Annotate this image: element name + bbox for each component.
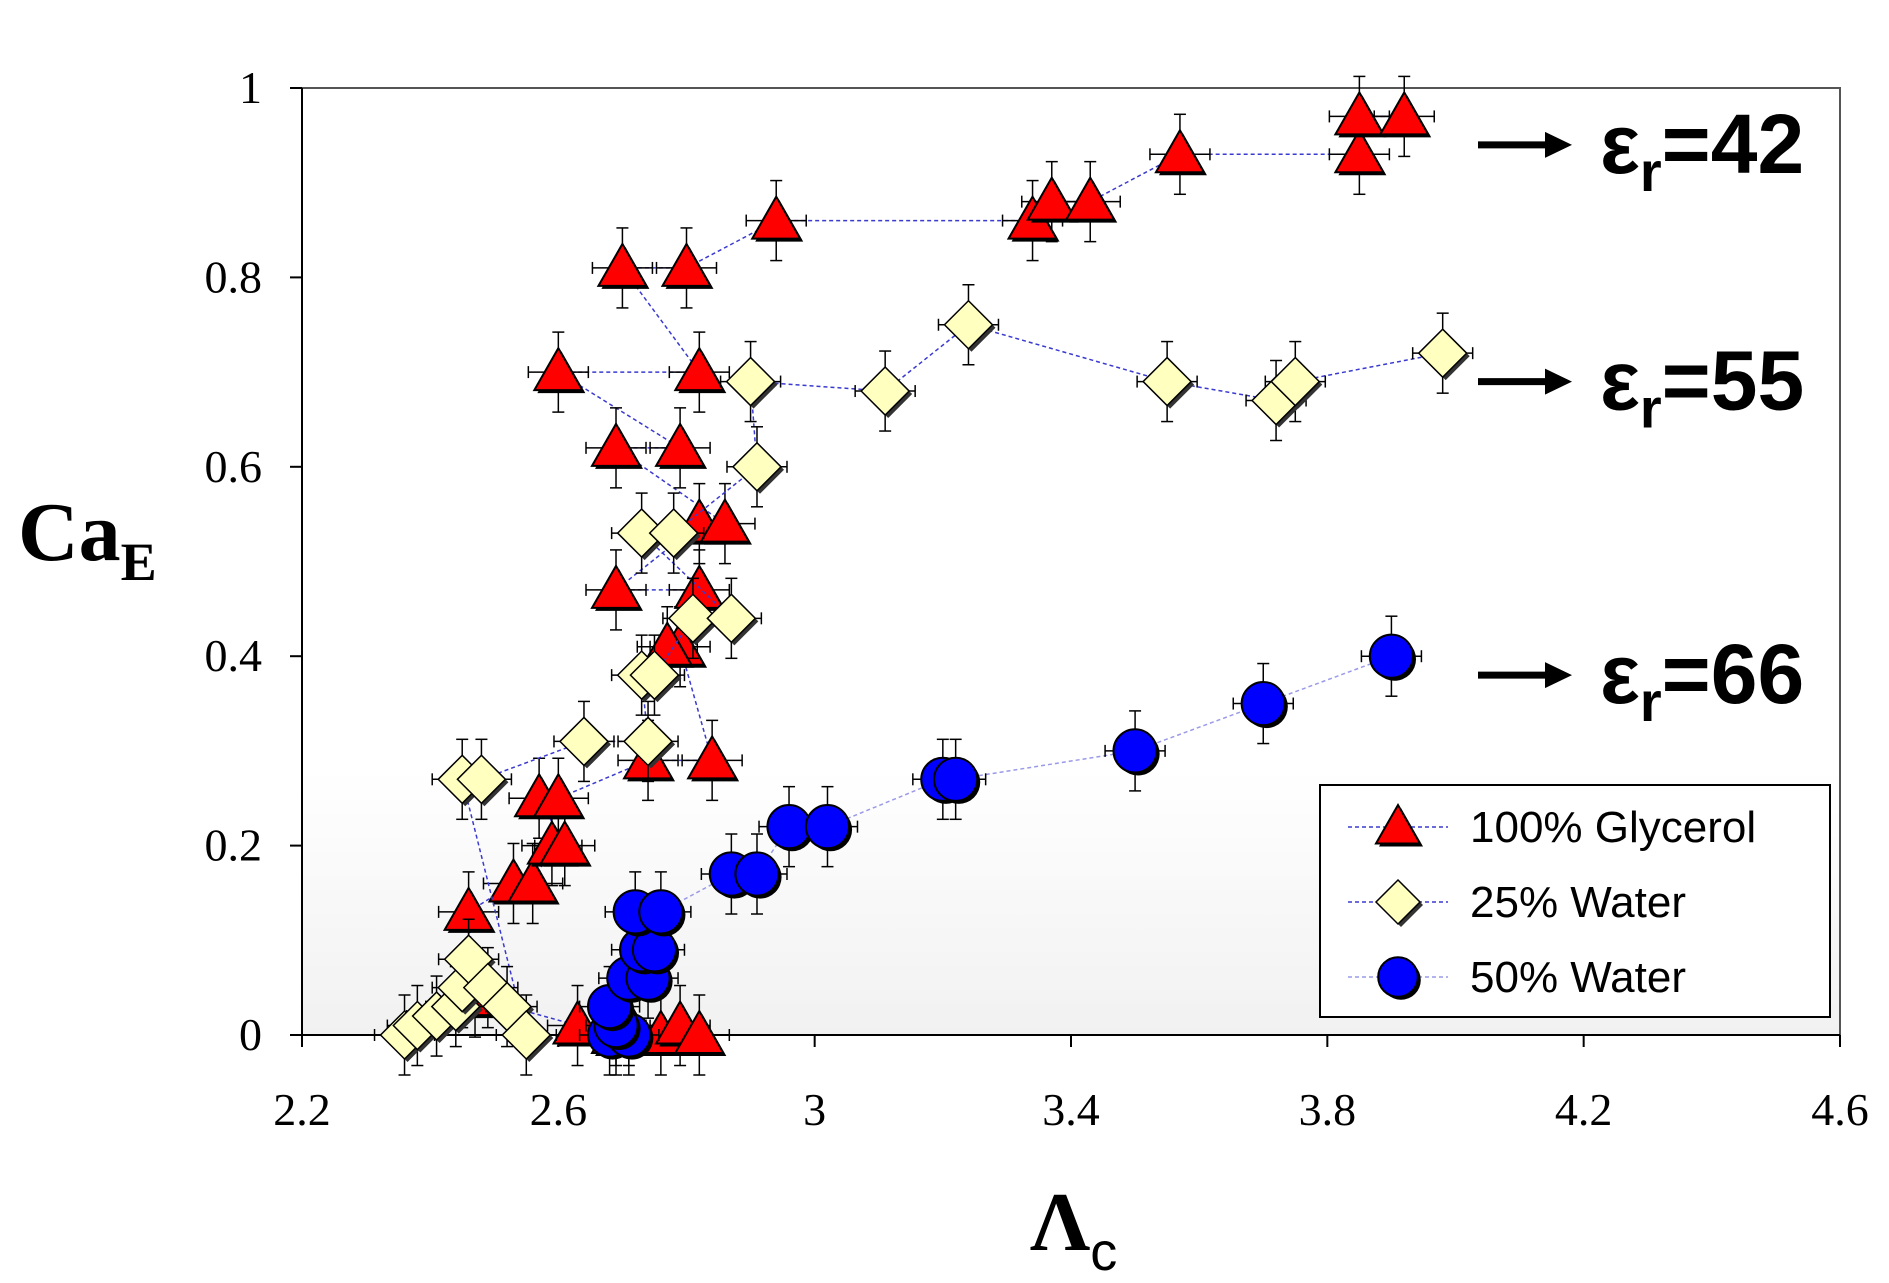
- triangle-marker: [1374, 802, 1422, 845]
- circle-marker: [734, 851, 780, 897]
- triangle-marker: [1154, 128, 1206, 174]
- legend-label: 25% Water: [1470, 878, 1686, 927]
- diamond-marker: [1142, 356, 1193, 407]
- triangle-marker: [1064, 175, 1116, 221]
- triangle-marker: [1026, 175, 1078, 221]
- annotation-label: εr=66: [1600, 627, 1804, 733]
- y-tick-label: 1: [239, 62, 262, 113]
- x-tick-label: 3: [803, 1084, 826, 1135]
- x-tick-label: 3.8: [1299, 1084, 1357, 1135]
- annotation-label: εr=55: [1600, 334, 1804, 440]
- triangle-marker: [750, 194, 802, 240]
- annotation-label: εr=42: [1600, 97, 1804, 203]
- x-axis-title: Λc: [1030, 1176, 1117, 1282]
- series-25-water: [373, 284, 1474, 1076]
- annotations-group: εr=42 εr=55 εr=66: [1478, 97, 1804, 733]
- triangle-marker: [506, 857, 559, 903]
- series-100-glycerol: [437, 75, 1435, 1076]
- circle-marker: [1240, 680, 1286, 727]
- circle-marker: [933, 756, 979, 802]
- diamond-marker: [501, 1009, 552, 1061]
- triangle-marker: [686, 734, 738, 780]
- series-50-water: [578, 615, 1423, 1076]
- y-tick-label: 0: [239, 1009, 262, 1060]
- x-tick-label: 4.6: [1811, 1084, 1869, 1135]
- y-axis-title: CaE: [18, 486, 157, 592]
- y-tick-label: 0.4: [205, 630, 263, 681]
- diamond-marker: [1374, 878, 1422, 926]
- triangle-marker: [699, 497, 751, 543]
- legend-label: 100% Glycerol: [1470, 803, 1756, 852]
- circle-marker: [1112, 728, 1158, 774]
- triangle-marker: [660, 241, 713, 287]
- diamond-marker: [648, 508, 699, 559]
- circle-marker: [1368, 633, 1415, 679]
- diamond-marker: [943, 299, 994, 350]
- y-tick-label: 0.8: [205, 251, 263, 302]
- diamond-marker: [860, 365, 911, 417]
- diamond-marker: [706, 593, 757, 644]
- triangle-marker: [1378, 90, 1430, 136]
- y-tick-label: 0.2: [205, 820, 263, 871]
- annotation: εr=42: [1478, 97, 1804, 203]
- legend: 100% Glycerol 25% Water 50% Water: [1319, 784, 1831, 1018]
- series-group: [373, 75, 1474, 1076]
- diamond-marker: [456, 754, 507, 805]
- diamond-marker: [667, 593, 718, 644]
- diamond-marker: [629, 650, 680, 701]
- diamond-marker: [1270, 356, 1321, 407]
- diamond-marker: [558, 716, 610, 767]
- annotation-arrow-head: [1545, 368, 1572, 395]
- circle-marker: [638, 889, 684, 935]
- diamond-marker: [725, 356, 776, 407]
- diamond-marker: [1417, 328, 1468, 379]
- diamond-marker: [731, 441, 783, 492]
- triangle-marker: [590, 563, 642, 609]
- annotation-arrow-head: [1545, 662, 1572, 689]
- triangle-marker: [1333, 128, 1386, 174]
- x-tick-label: 2.6: [530, 1084, 588, 1135]
- annotation-arrow-head: [1545, 131, 1572, 158]
- legend-label: 50% Water: [1470, 953, 1686, 1002]
- triangle-marker: [673, 1008, 726, 1054]
- triangle-marker: [590, 421, 642, 467]
- triangle-marker: [1333, 90, 1386, 136]
- circle-marker: [804, 804, 851, 850]
- tick-labels-group: 2.2 2.6 3 3.4 3.8 4.2 4.6 0 0.2 0.4 0.6 0.8 1: [205, 62, 1869, 1135]
- triangle-marker: [596, 241, 649, 287]
- axis-titles-group: CaE Λc: [18, 486, 1117, 1282]
- diamond-marker: [622, 716, 674, 767]
- circle-marker: [766, 804, 812, 850]
- triangle-marker: [532, 346, 585, 392]
- x-tick-label: 2.2: [273, 1084, 331, 1135]
- y-tick-label: 0.6: [205, 441, 263, 492]
- circle-marker: [1377, 956, 1419, 998]
- triangle-marker: [673, 346, 726, 392]
- annotation: εr=66: [1478, 627, 1804, 733]
- x-tick-label: 4.2: [1555, 1084, 1613, 1135]
- triangle-marker: [539, 819, 591, 865]
- x-tick-label: 3.4: [1042, 1084, 1100, 1135]
- triangle-marker: [532, 772, 585, 818]
- triangle-marker: [654, 421, 706, 467]
- annotation: εr=55: [1478, 334, 1804, 440]
